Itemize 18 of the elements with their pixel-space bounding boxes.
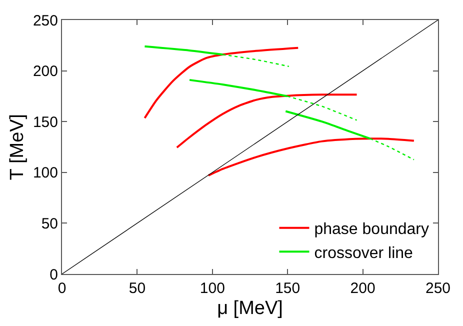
legend-label: crossover line — [314, 244, 414, 262]
y-tick-label: 200 — [32, 63, 58, 80]
y-tick-label: 100 — [32, 164, 58, 182]
line-series — [176, 94, 358, 149]
x-tick-label: 100 — [200, 280, 225, 297]
y-tick-label: 250 — [32, 12, 58, 30]
legend-label: phase boundary — [314, 221, 430, 238]
x-tick-label: 250 — [425, 280, 451, 297]
x-tick-label: 150 — [275, 280, 300, 297]
y-tick-label: 150 — [32, 114, 58, 131]
x-tick-label: 50 — [128, 280, 146, 297]
y-tick-label: 0 — [50, 266, 58, 284]
y-tick-label: 50 — [41, 215, 58, 232]
y-axis-title: T [MeV] — [6, 114, 28, 180]
line-series — [144, 46, 300, 120]
x-tick-label: 200 — [350, 280, 376, 297]
x-axis-title: μ [MeV] — [217, 298, 283, 319]
line-series — [207, 138, 415, 176]
